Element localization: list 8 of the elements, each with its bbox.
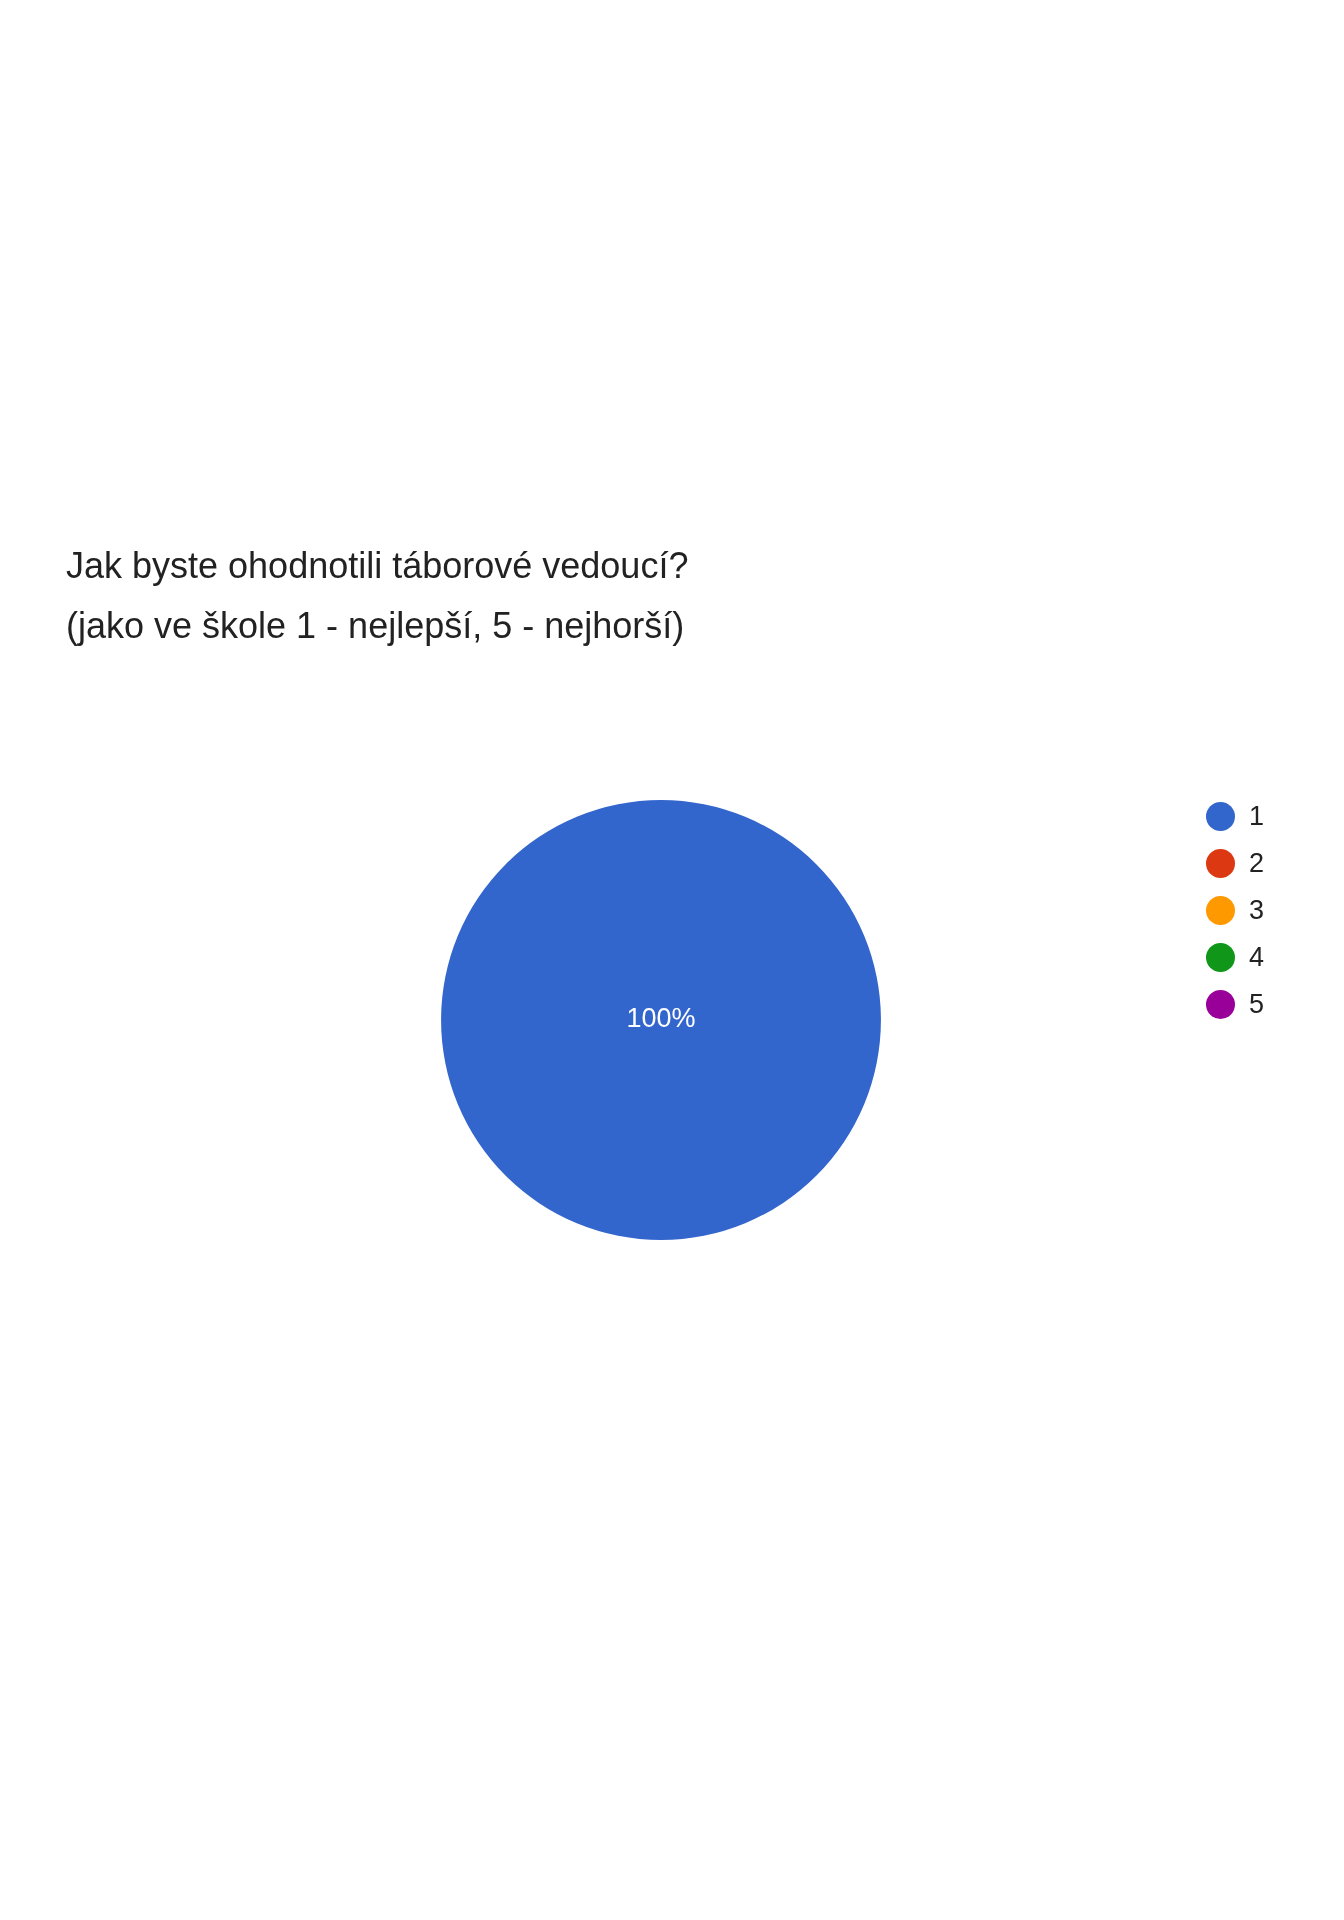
data-label: 100% xyxy=(626,1003,696,1034)
legend-label: 1 xyxy=(1249,801,1265,832)
legend-label: 5 xyxy=(1249,989,1265,1020)
legend-label: 4 xyxy=(1249,942,1265,973)
legend-label: 2 xyxy=(1249,848,1265,879)
chart-subtitle: (jako ve škole 1 - nejlepší, 5 - nejhorší) xyxy=(66,605,685,647)
chart-title: Jak byste ohodnotili táborové vedoucí? xyxy=(66,545,689,587)
legend-label: 3 xyxy=(1249,895,1265,926)
